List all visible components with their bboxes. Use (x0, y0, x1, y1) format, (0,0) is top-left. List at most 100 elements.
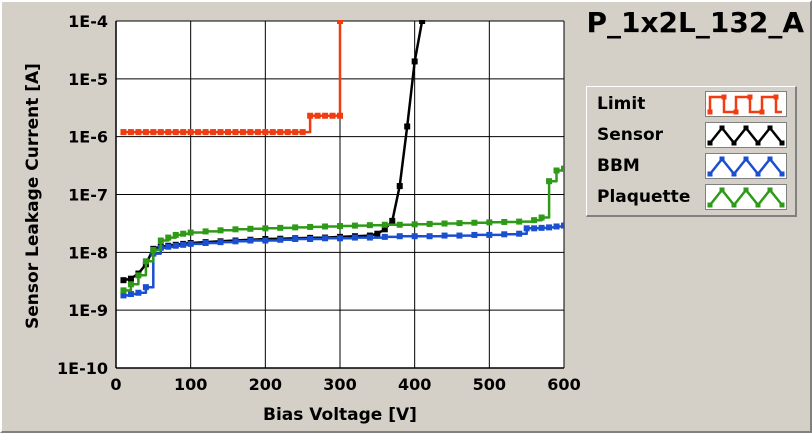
data-point-plaquette (292, 224, 299, 231)
data-point-plaquette (546, 178, 553, 185)
legend-marker (779, 171, 785, 177)
data-point-limit (277, 129, 284, 136)
data-point-limit (307, 112, 314, 119)
y-tick-label: 1E-4 (68, 12, 108, 31)
x-tick-labels: 0 100 200 300 400 500 600 (110, 375, 580, 394)
data-point-bbm (501, 231, 508, 238)
data-point-limit (262, 129, 269, 136)
legend-marker (707, 171, 713, 177)
data-point-plaquette (516, 218, 523, 225)
legend-item-limit[interactable]: Limit (587, 89, 793, 119)
legend-item-plaquette[interactable]: Plaquette (587, 182, 793, 212)
legend-marker (747, 94, 753, 100)
data-point-bbm (486, 231, 493, 238)
data-point-plaquette (561, 165, 564, 172)
data-point-bbm (187, 240, 194, 247)
data-point-limit (239, 129, 246, 136)
data-point-sensor (381, 226, 388, 233)
data-point-limit (217, 129, 224, 136)
data-point-plaquette (501, 218, 508, 225)
data-point-plaquette (142, 258, 149, 265)
data-point-bbm (277, 236, 284, 243)
data-point-limit (195, 129, 202, 136)
legend-marker (755, 140, 761, 146)
data-point-bbm (142, 284, 149, 291)
data-point-bbm (307, 236, 314, 243)
data-point-plaquette (187, 229, 194, 236)
legend-item-sensor[interactable]: Sensor (587, 120, 793, 150)
data-point-bbm (538, 224, 545, 231)
data-point-plaquette (426, 220, 433, 227)
axes (115, 21, 564, 369)
y-tick-label: 1E-7 (68, 186, 108, 205)
x-tick-label: 500 (473, 375, 506, 394)
data-point-plaquette (538, 214, 545, 221)
legend-marker (731, 140, 737, 146)
data-point-sensor (404, 123, 411, 130)
legend-marker (707, 109, 713, 115)
x-tick-label: 200 (249, 375, 282, 394)
x-tick-label: 300 (323, 375, 356, 394)
data-point-plaquette (150, 246, 157, 253)
legend-marker (755, 202, 761, 208)
data-point-limit (247, 129, 254, 136)
data-point-sensor (411, 58, 418, 65)
data-point-plaquette (127, 281, 134, 288)
y-axis-label: Sensor Leakage Current [A] (23, 63, 43, 329)
legend-marker (719, 187, 725, 193)
chart-title: P_1x2L_132_A (586, 6, 804, 39)
data-point-limit (172, 129, 179, 136)
data-point-plaquette (135, 272, 142, 279)
data-point-sensor (389, 217, 396, 224)
data-point-bbm (322, 235, 329, 242)
data-point-bbm (396, 233, 403, 240)
data-point-limit (269, 129, 276, 136)
data-point-limit (254, 129, 261, 136)
data-point-limit (225, 129, 231, 136)
data-point-bbm (262, 237, 269, 244)
data-point-plaquette (157, 237, 164, 244)
legend-marker (743, 156, 749, 162)
data-point-plaquette (531, 217, 538, 224)
data-point-bbm (165, 243, 172, 250)
data-point-limit (120, 129, 127, 136)
x-tick-label: 600 (547, 375, 580, 394)
legend-marker (707, 140, 713, 146)
data-point-bbm (127, 291, 134, 298)
triangle-wave-icon (705, 122, 787, 148)
data-point-bbm (292, 236, 299, 243)
legend-label: Limit (597, 94, 646, 114)
data-point-limit (157, 129, 164, 136)
data-point-plaquette (411, 221, 418, 228)
data-point-plaquette (120, 287, 127, 294)
legend-item-bbm[interactable]: BBM (587, 151, 793, 181)
series-lines (120, 20, 564, 299)
data-point-limit (202, 129, 209, 136)
x-axis-label: Bias Voltage [V] (263, 405, 417, 425)
data-point-bbm (553, 223, 560, 230)
data-point-bbm (411, 233, 418, 240)
legend-marker (743, 125, 749, 131)
y-tick-label: 1E-5 (68, 70, 108, 89)
data-point-limit (180, 129, 187, 136)
data-point-plaquette (351, 222, 358, 229)
data-point-limit (150, 129, 157, 136)
y-tick-label: 1E-6 (68, 128, 108, 147)
x-tick-label: 0 (110, 375, 121, 394)
data-point-plaquette (202, 228, 209, 235)
data-point-plaquette (232, 226, 239, 233)
data-point-bbm (180, 241, 187, 248)
data-point-limit (127, 129, 134, 136)
legend-marker (755, 171, 761, 177)
data-point-plaquette (165, 234, 172, 241)
legend-label: Plaquette (597, 187, 691, 207)
y-tick-label: 1E-9 (68, 301, 108, 320)
data-point-plaquette (553, 167, 560, 174)
legend-line (708, 95, 782, 114)
data-point-plaquette (366, 222, 373, 229)
data-point-limit (292, 129, 299, 136)
legend-marker (779, 140, 785, 146)
square-wave-icon (705, 91, 787, 117)
data-point-plaquette (277, 224, 284, 231)
